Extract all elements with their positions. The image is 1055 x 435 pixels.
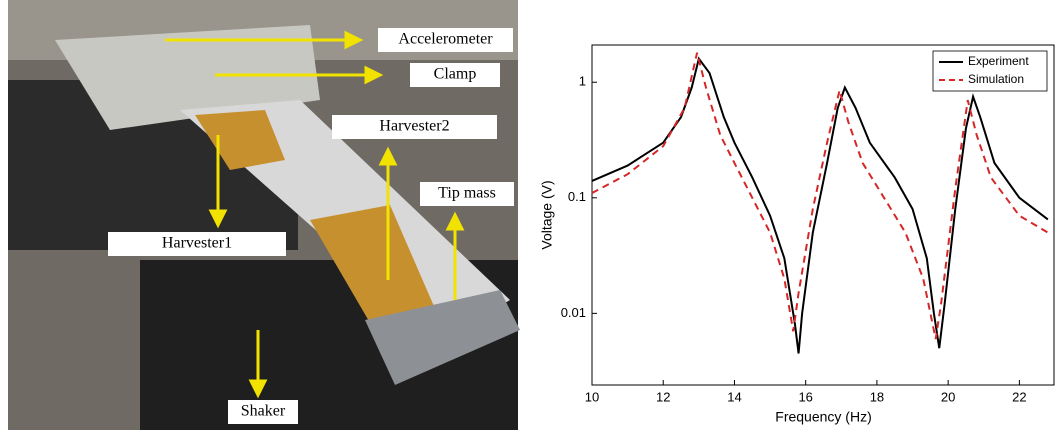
x-tick-label: 14 (727, 389, 741, 404)
y-axis-label: Voltage (V) (539, 180, 555, 249)
chart: 10 12 14 16 18 20 22 0.01 0.1 1 Frequency (Hz) Volt… (539, 45, 1054, 425)
legend-label: Simulation (968, 72, 1024, 86)
page: Accelerometer Clamp Harvester2 Tip mass Harv… (0, 0, 1055, 430)
photo-label: Harvester1 (162, 235, 232, 252)
photo-label: Shaker (241, 403, 286, 420)
x-tick-label: 20 (941, 389, 955, 404)
photo-label: Accelerometer (398, 31, 493, 48)
x-tick-label: 10 (585, 389, 599, 404)
x-tick-label: 16 (798, 389, 812, 404)
y-tick-label: 1 (579, 74, 586, 89)
x-axis-label: Frequency (Hz) (775, 409, 871, 425)
x-tick-label: 12 (656, 389, 670, 404)
figure: Accelerometer Clamp Harvester2 Tip mass Harv… (0, 0, 1055, 430)
photo-label: Clamp (434, 66, 477, 83)
series-line (592, 59, 1048, 354)
y-tick-label: 0.1 (568, 189, 586, 204)
x-tick-label: 18 (870, 389, 884, 404)
photo-label: Harvester2 (379, 118, 449, 135)
legend-label: Experiment (968, 54, 1029, 68)
plot-frame (592, 45, 1054, 385)
y-tick-label: 0.01 (561, 305, 586, 320)
photo-label: Tip mass (438, 185, 496, 202)
x-tick-label: 22 (1012, 389, 1026, 404)
